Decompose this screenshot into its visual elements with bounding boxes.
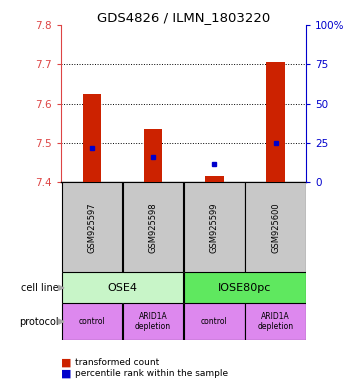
- Bar: [184, 182, 245, 272]
- Text: ■: ■: [61, 358, 72, 368]
- Bar: [184, 272, 306, 303]
- Text: ■: ■: [61, 368, 72, 378]
- Text: IOSE80pc: IOSE80pc: [218, 283, 272, 293]
- Title: GDS4826 / ILMN_1803220: GDS4826 / ILMN_1803220: [97, 11, 270, 24]
- Bar: [62, 182, 122, 272]
- Text: percentile rank within the sample: percentile rank within the sample: [75, 369, 228, 378]
- Text: protocol: protocol: [19, 316, 59, 326]
- Bar: [245, 182, 306, 272]
- Text: GSM925598: GSM925598: [149, 202, 158, 253]
- Bar: [83, 94, 101, 182]
- Text: control: control: [78, 317, 105, 326]
- Bar: [205, 177, 224, 182]
- Bar: [123, 182, 183, 272]
- Text: GSM925599: GSM925599: [210, 202, 219, 253]
- Bar: [123, 303, 183, 340]
- Bar: [266, 62, 285, 182]
- Text: ARID1A
depletion: ARID1A depletion: [135, 312, 171, 331]
- Bar: [62, 303, 122, 340]
- Text: control: control: [201, 317, 228, 326]
- Text: GSM925597: GSM925597: [88, 202, 96, 253]
- Bar: [184, 303, 245, 340]
- Text: cell line: cell line: [21, 283, 59, 293]
- Text: ARID1A
depletion: ARID1A depletion: [258, 312, 294, 331]
- Text: GSM925600: GSM925600: [271, 202, 280, 253]
- Text: OSE4: OSE4: [107, 283, 138, 293]
- Bar: [62, 272, 183, 303]
- Bar: [144, 129, 162, 182]
- Text: transformed count: transformed count: [75, 358, 160, 367]
- Bar: [245, 303, 306, 340]
